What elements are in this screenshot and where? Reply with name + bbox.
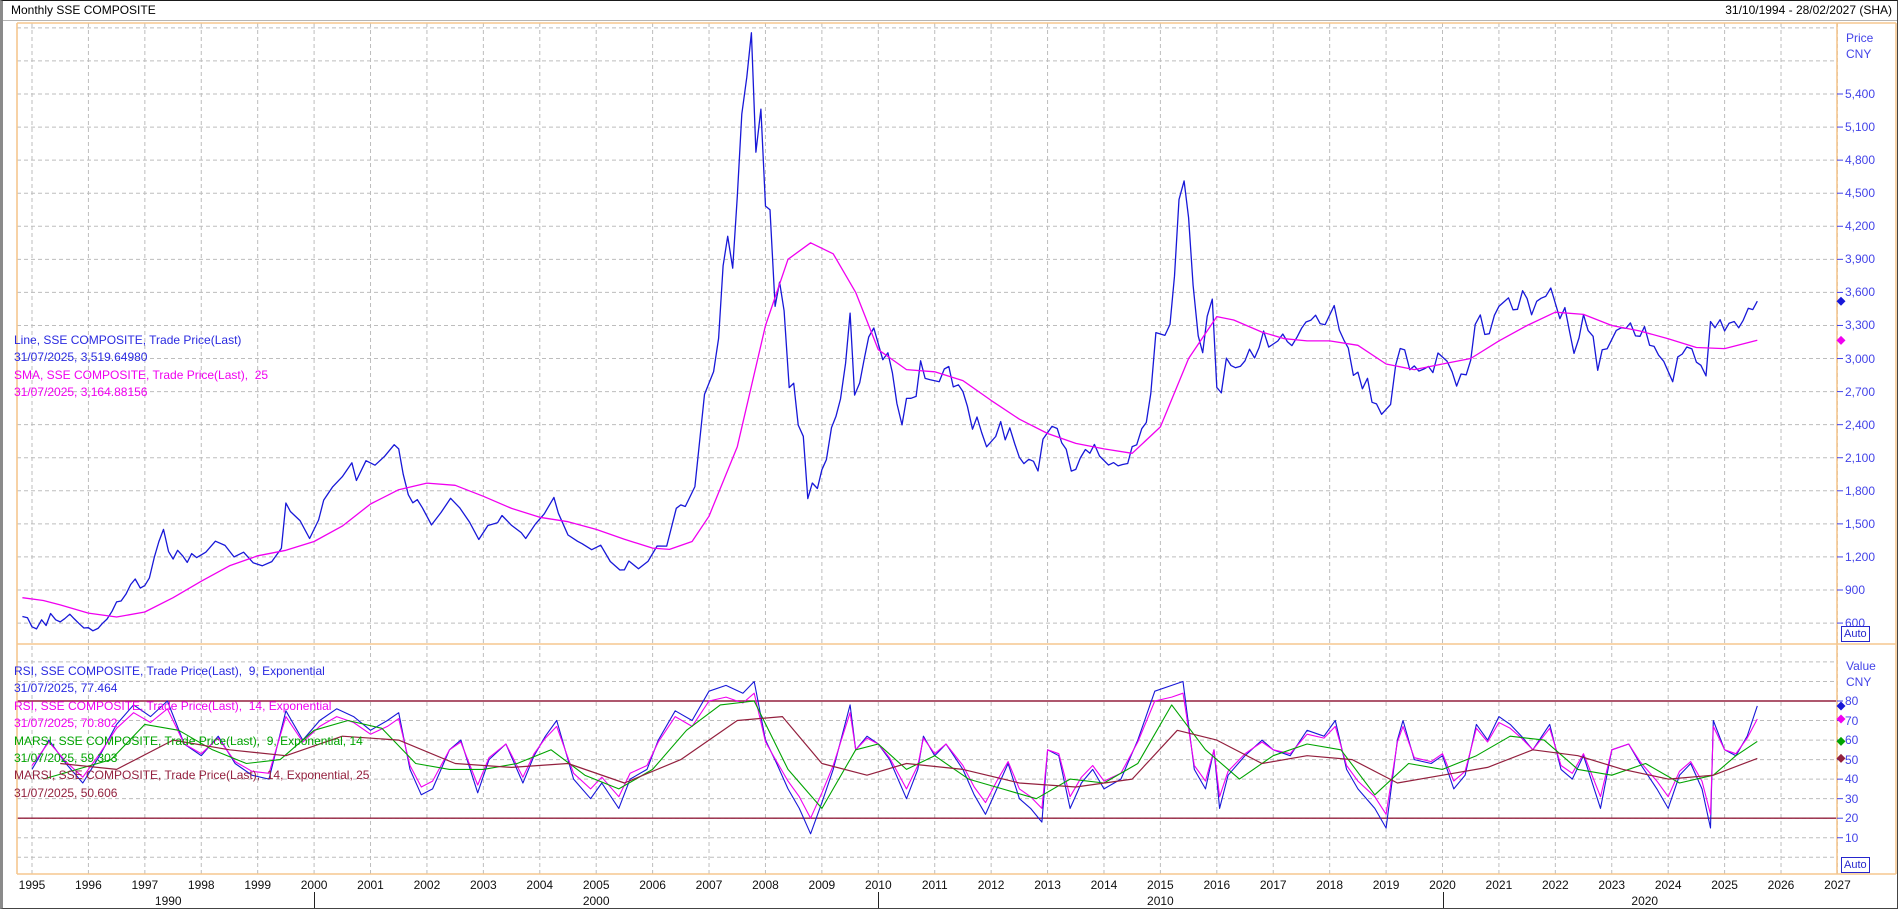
rsi-axis-unit-text: CNY (1846, 675, 1872, 689)
year-label: 1996 (75, 878, 102, 892)
price-tick-label: 2,100 (1845, 450, 1876, 465)
chart-canvas (16, 22, 1897, 875)
decade-tick (1442, 892, 1444, 908)
price-tick-label: 900 (1845, 582, 1866, 597)
year-label: 2000 (300, 878, 328, 892)
year-label: 2006 (639, 878, 666, 892)
decade-label: 1990 (154, 894, 182, 908)
rsi-tick-label: 60 (1845, 733, 1859, 748)
price-tick-label: 3,000 (1845, 351, 1876, 366)
date-range-label: 31/10/1994 - 28/02/2027 (SHA) (1725, 3, 1892, 17)
price-last-value-marker (1836, 296, 1846, 306)
series-marsi-9-exponential-14 (43, 700, 1758, 809)
year-label: 2023 (1598, 878, 1626, 892)
rsi-axis-auto-button[interactable]: Auto (1841, 857, 1870, 873)
year-label: 2010 (864, 878, 892, 892)
price-tick-label: 1,800 (1845, 483, 1876, 498)
decade-tick (878, 892, 880, 908)
price-axis-title-text: Price (1846, 31, 1874, 45)
rsi-tick-label: 50 (1845, 752, 1859, 767)
rsi-axis-title: Value CNY (1846, 658, 1876, 690)
series-rsi-14-exponential (31, 692, 1758, 819)
year-label: 2019 (1372, 878, 1400, 892)
year-label: 2015 (1147, 878, 1174, 892)
year-label: 2016 (1203, 878, 1231, 892)
price-tick-label: 1,500 (1845, 516, 1876, 531)
rsi-tick-label: 20 (1845, 811, 1859, 826)
rsi-tick-label: 70 (1845, 713, 1859, 728)
series-sma-25 (22, 242, 1758, 618)
rsi-tick-label: 80 (1845, 694, 1859, 708)
rsi-tick-label: 30 (1845, 791, 1859, 806)
rsi-last-value-marker (1836, 714, 1846, 724)
price-tick-label: 3,600 (1845, 285, 1876, 300)
year-label: 2022 (1541, 878, 1569, 892)
year-label: 2009 (808, 878, 836, 892)
year-label: 2025 (1711, 878, 1738, 892)
year-label: 2011 (921, 878, 948, 892)
year-label: 2002 (413, 878, 441, 892)
price-tick-label: 2,700 (1845, 384, 1876, 399)
year-label: 2018 (1316, 878, 1343, 892)
price-tick-label: 5,400 (1845, 87, 1876, 101)
price-tick-label: 4,500 (1845, 186, 1876, 201)
chart-title: Monthly SSE COMPOSITE (11, 3, 156, 17)
year-label: 2012 (977, 878, 1005, 892)
year-label: 2008 (752, 878, 779, 892)
year-label: 2026 (1767, 878, 1795, 892)
year-label: 2024 (1654, 878, 1682, 892)
year-label: 2013 (1034, 878, 1061, 892)
year-label: 2004 (526, 878, 554, 892)
price-tick-label: 4,200 (1845, 219, 1876, 234)
year-label: 2027 (1824, 878, 1851, 892)
series-rsi-9-exponential (31, 680, 1758, 835)
price-tick-label: 5,100 (1845, 120, 1876, 135)
price-axis-title: Price CNY (1846, 30, 1873, 62)
rsi-axis-title-text: Value (1846, 659, 1876, 673)
rsi-tick-label: 10 (1845, 830, 1859, 845)
year-label: 2021 (1485, 878, 1513, 892)
decade-label: 2010 (1147, 894, 1174, 908)
year-label: 2001 (357, 878, 384, 892)
chart-header: Monthly SSE COMPOSITE 31/10/1994 - 28/02… (3, 1, 1897, 21)
year-label: 2007 (695, 878, 723, 892)
rsi-last-value-marker (1836, 701, 1846, 711)
year-label: 1999 (244, 878, 272, 892)
price-tick-label: 2,400 (1845, 417, 1876, 432)
year-label: 1998 (187, 878, 215, 892)
year-label: 1995 (18, 878, 46, 892)
year-label: 2017 (1259, 878, 1287, 892)
decade-label: 2000 (582, 894, 610, 908)
series-marsi-14-exponential-25 (60, 715, 1758, 788)
decade-tick (314, 892, 316, 908)
price-tick-label: 3,300 (1845, 318, 1876, 333)
rsi-last-value-marker (1836, 736, 1846, 746)
series-trade-price-last- (22, 32, 1758, 632)
rsi-last-value-marker (1836, 753, 1846, 763)
year-label: 2020 (1429, 878, 1456, 892)
price-tick-label: 4,800 (1845, 153, 1876, 168)
year-label: 2005 (582, 878, 610, 892)
decade-label: 2020 (1631, 894, 1659, 908)
price-axis-auto-button[interactable]: Auto (1841, 626, 1870, 642)
price-tick-label: 3,900 (1845, 252, 1876, 267)
year-label: 2003 (470, 878, 497, 892)
price-axis-unit-text: CNY (1846, 47, 1872, 61)
price-last-value-marker (1836, 335, 1846, 345)
year-label: 1997 (131, 878, 159, 892)
rsi-tick-label: 40 (1845, 772, 1859, 787)
year-label: 2014 (1090, 878, 1118, 892)
price-tick-label: 1,200 (1845, 549, 1876, 564)
